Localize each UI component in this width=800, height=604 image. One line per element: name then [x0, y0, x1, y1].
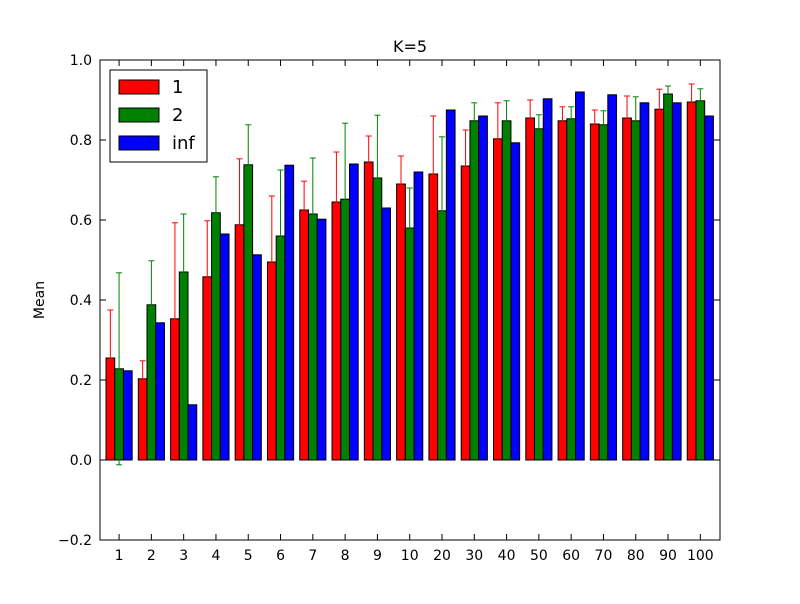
- x-tick-label: 8: [341, 548, 350, 564]
- bar-inf-3: [187, 404, 198, 461]
- bar-inf-80: [639, 102, 650, 461]
- bar-inf-5: [252, 254, 262, 461]
- y-tick-label: 0.0: [70, 453, 92, 469]
- bar-inf-2: [155, 322, 165, 461]
- bar-1-50: [525, 117, 536, 461]
- plot-area: −0.2 0.0 0.2 0.4 0.6 0.8 1.0 1 2 3 4 5 6 7 8 9 10 20 30 40 5…: [58, 53, 721, 564]
- bar-1-7: [299, 209, 309, 461]
- bar-inf-40: [510, 142, 521, 461]
- bar-2-70: [598, 124, 609, 461]
- legend-label-inf: inf: [172, 133, 195, 154]
- y-tick-label: −0.2: [58, 533, 92, 549]
- x-tick-label: 30: [465, 548, 483, 564]
- bar-2-100: [695, 100, 706, 461]
- x-tick-label: 40: [498, 548, 516, 564]
- bar-1-40: [493, 138, 503, 461]
- x-tick-label: 10: [401, 548, 419, 564]
- legend-swatch-1: [118, 79, 160, 95]
- x-tick-label: 2: [147, 548, 156, 564]
- y-tick-label: 0.4: [70, 293, 92, 309]
- bar-inf-9: [381, 207, 391, 461]
- legend-label-2: 2: [172, 105, 183, 126]
- x-tick-label: 70: [595, 548, 613, 564]
- bar-inf-10: [413, 171, 424, 461]
- bar-inf-50: [542, 98, 553, 461]
- bar-2-50: [534, 128, 544, 461]
- bar-2-80: [630, 120, 641, 461]
- bar-1-100: [686, 101, 697, 461]
- bar-2-60: [566, 118, 577, 461]
- bar-inf-60: [575, 91, 585, 461]
- x-tick-label: 7: [308, 548, 317, 564]
- bar-inf-90: [671, 102, 682, 461]
- y-tick-label: 0.2: [70, 373, 92, 389]
- bar-1-30: [460, 165, 471, 461]
- bar-inf-8: [348, 163, 359, 461]
- legend-swatch-inf: [118, 135, 160, 151]
- x-tick-label: 100: [687, 548, 714, 564]
- bar-inf-7: [316, 218, 327, 461]
- bar-2-5: [243, 164, 254, 461]
- bar-1-90: [654, 108, 665, 461]
- bar-1-80: [622, 117, 632, 461]
- bar-2-40: [501, 120, 512, 461]
- bar-1-60: [557, 120, 568, 461]
- bar-inf-4: [219, 233, 230, 461]
- x-tick-label: 20: [433, 548, 451, 564]
- bar-inf-6: [284, 164, 295, 461]
- bar-2-30: [469, 120, 480, 461]
- bar-inf-70: [607, 94, 618, 461]
- x-tick-label: 1: [115, 548, 124, 564]
- bar-2-90: [663, 93, 673, 461]
- x-tick-label: 5: [244, 548, 253, 564]
- y-tick-label: 1.0: [70, 53, 92, 69]
- x-tick-label: 80: [627, 548, 645, 564]
- bar-2-4: [211, 212, 221, 461]
- bar-inf-1: [122, 370, 133, 461]
- y-tick-label: 0.6: [70, 213, 92, 229]
- x-tick-label: 6: [276, 548, 285, 564]
- legend-label-1: 1: [172, 77, 183, 98]
- y-axis-label: Mean: [32, 281, 48, 319]
- bar-inf-20: [445, 109, 456, 461]
- x-tick-label: 3: [179, 548, 188, 564]
- x-tick-label: 60: [562, 548, 580, 564]
- y-tick-label: 0.8: [70, 133, 92, 149]
- bar-inf-100: [704, 115, 714, 461]
- legend-swatch-2: [118, 107, 160, 123]
- x-tick-label: 50: [530, 548, 548, 564]
- x-tick-label: 4: [211, 548, 220, 564]
- x-tick-label: 90: [659, 548, 677, 564]
- bar-1-10: [396, 183, 406, 461]
- chart-title: K=5: [393, 37, 427, 56]
- bar-1-70: [589, 123, 600, 461]
- bar-1-9: [363, 161, 374, 461]
- bar-inf-30: [478, 115, 488, 461]
- x-tick-label: 9: [373, 548, 382, 564]
